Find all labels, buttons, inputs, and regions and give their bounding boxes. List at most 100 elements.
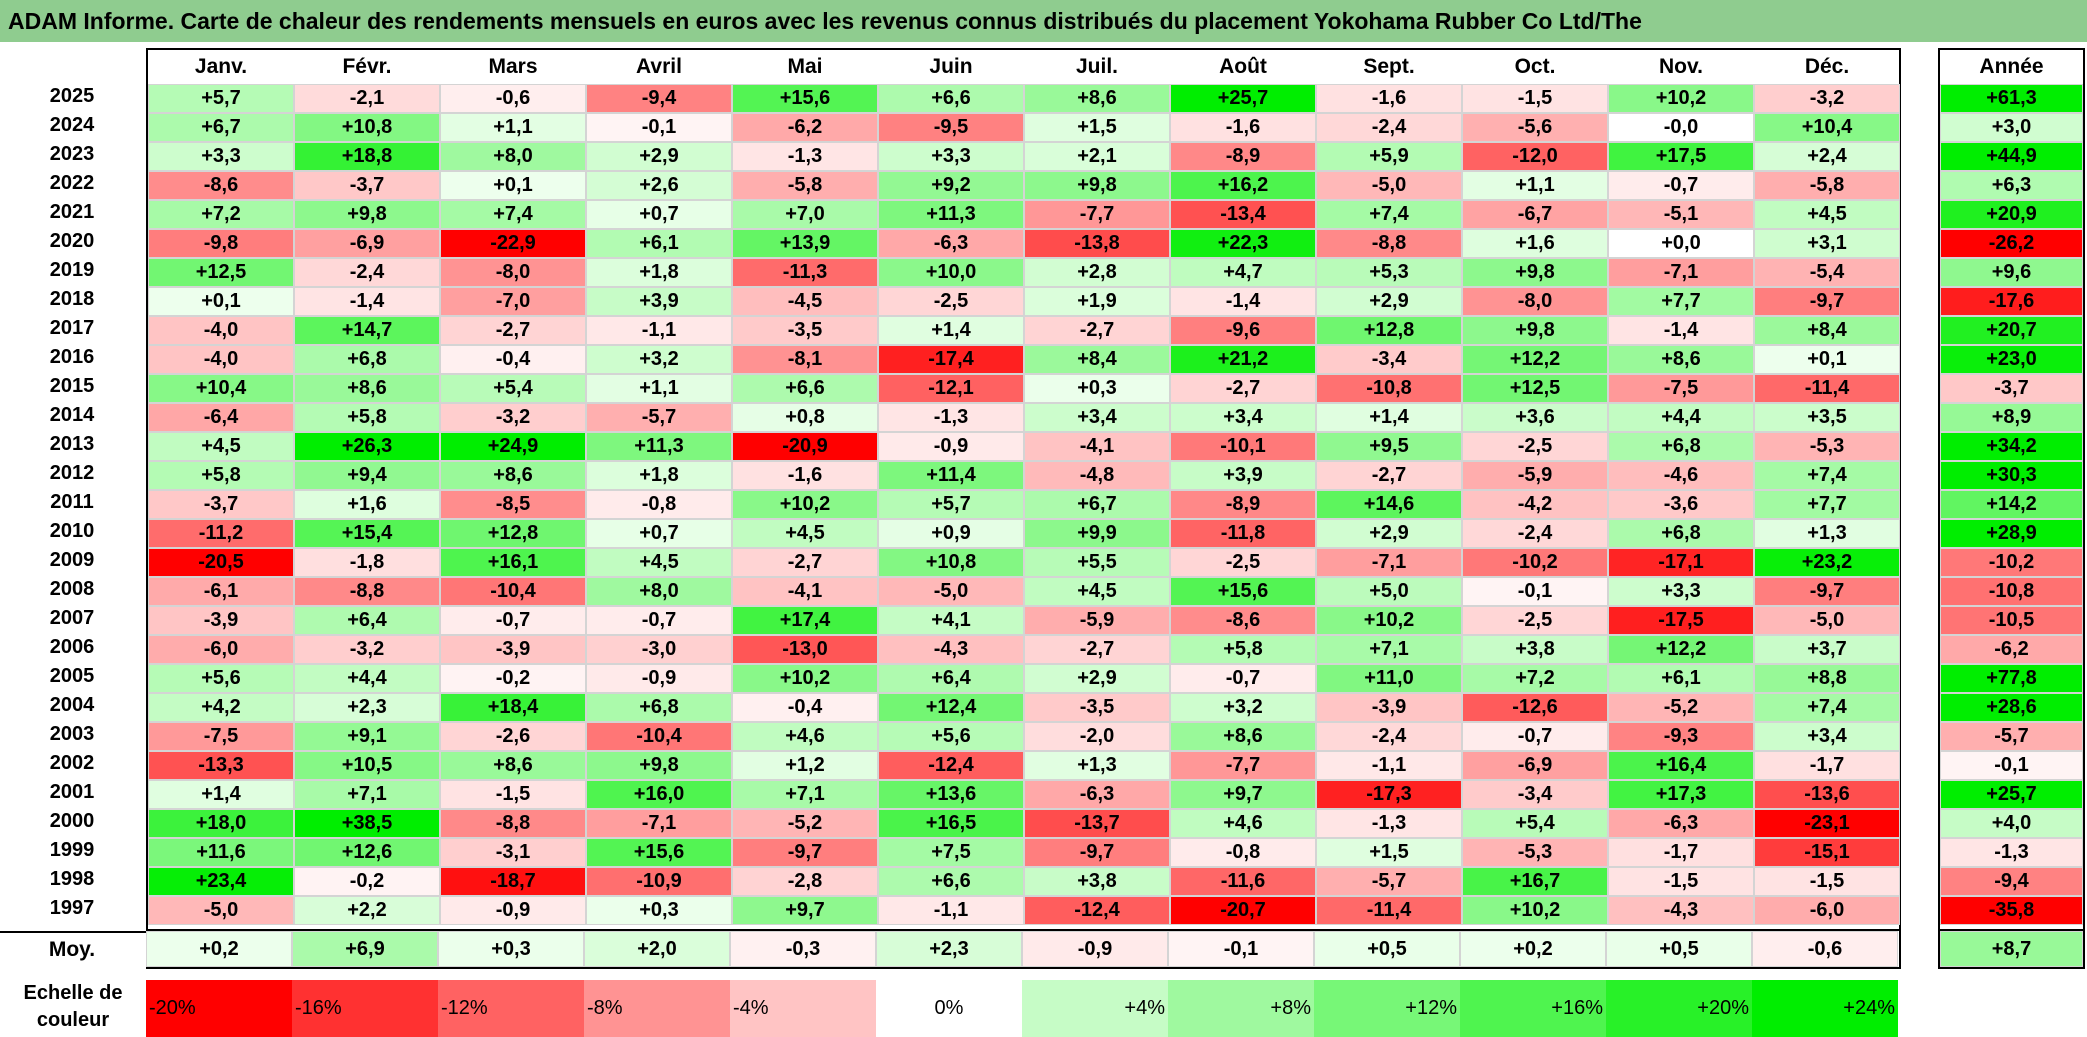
heatmap-cell: +0,7 xyxy=(586,200,732,229)
heatmap-cell: -5,9 xyxy=(1462,461,1608,490)
heatmap-cell: -0,7 xyxy=(1608,171,1754,200)
annual-cell: -1,3 xyxy=(1940,838,2083,867)
heatmap-cell: -7,1 xyxy=(586,809,732,838)
heatmap-cell: -5,6 xyxy=(1462,113,1608,142)
month-header: Août xyxy=(1219,55,1267,78)
annual-cell: -5,7 xyxy=(1940,722,2083,751)
heatmap-cell: +5,5 xyxy=(1024,548,1170,577)
heatmap-cell: -5,3 xyxy=(1462,838,1608,867)
heatmap-cell: +6,8 xyxy=(1608,432,1754,461)
heatmap-cell: -8,8 xyxy=(1316,229,1462,258)
heatmap-cell: +15,6 xyxy=(1170,577,1316,606)
heatmap-cell: +12,8 xyxy=(1316,316,1462,345)
heatmap-cell: -8,5 xyxy=(440,490,586,519)
legend-swatch: +4% xyxy=(1022,980,1168,1037)
annual-cell: +44,9 xyxy=(1940,142,2083,171)
heatmap-cell: -18,7 xyxy=(440,867,586,896)
average-cell: +0,3 xyxy=(438,931,584,967)
heatmap-cell: -1,7 xyxy=(1754,751,1900,780)
heatmap-cell: +10,2 xyxy=(1316,606,1462,635)
heatmap-cell: +5,8 xyxy=(294,403,440,432)
heatmap-cell: -5,1 xyxy=(1608,200,1754,229)
heatmap-cell: -1,5 xyxy=(440,780,586,809)
heatmap-cell: -2,4 xyxy=(1316,722,1462,751)
heatmap-cell: +1,1 xyxy=(586,374,732,403)
year-label: 2023 xyxy=(49,143,95,165)
heatmap-cell: +1,4 xyxy=(878,316,1024,345)
heatmap-cell: +1,1 xyxy=(1462,171,1608,200)
heatmap-cell: +6,8 xyxy=(1608,519,1754,548)
heatmap-cell: -5,3 xyxy=(1754,432,1900,461)
heatmap-cell: +4,5 xyxy=(148,432,294,461)
heatmap-cell: -8,8 xyxy=(440,809,586,838)
average-cell: +6,9 xyxy=(292,931,438,967)
heatmap-cell: -15,1 xyxy=(1754,838,1900,867)
heatmap-cell: -4,6 xyxy=(1608,461,1754,490)
average-cell: +0,5 xyxy=(1606,931,1752,967)
heatmap-cell: +11,6 xyxy=(148,838,294,867)
heatmap-cell: +0,1 xyxy=(148,287,294,316)
annual-cell: -10,8 xyxy=(1940,577,2083,606)
heatmap-cell: -0,8 xyxy=(1170,838,1316,867)
annual-cell: +9,6 xyxy=(1940,258,2083,287)
heatmap-cell: +0,3 xyxy=(1024,374,1170,403)
heatmap-cell: +14,7 xyxy=(294,316,440,345)
heatmap-cell: +5,9 xyxy=(1316,142,1462,171)
heatmap-cell: +10,4 xyxy=(148,374,294,403)
heatmap-cell: -6,4 xyxy=(148,403,294,432)
heatmap-cell: +4,5 xyxy=(1754,200,1900,229)
heatmap-cell: +7,1 xyxy=(1316,635,1462,664)
heatmap-cell: +4,1 xyxy=(878,606,1024,635)
legend-swatch: +8% xyxy=(1168,980,1314,1037)
annual-cell: -35,8 xyxy=(1940,896,2083,925)
heatmap-cell: +6,8 xyxy=(586,693,732,722)
heatmap-cell: -13,8 xyxy=(1024,229,1170,258)
annual-cell: +23,0 xyxy=(1940,345,2083,374)
heatmap-cell: -0,8 xyxy=(586,490,732,519)
heatmap-cell: -4,0 xyxy=(148,316,294,345)
heatmap-cell: +1,5 xyxy=(1024,113,1170,142)
heatmap-cell: -8,6 xyxy=(148,171,294,200)
heatmap-cell: -9,6 xyxy=(1170,316,1316,345)
heatmap-cell: +11,3 xyxy=(878,200,1024,229)
year-label: 2025 xyxy=(49,85,95,107)
heatmap-cell: -11,4 xyxy=(1316,896,1462,925)
heatmap-cell: +7,4 xyxy=(1754,693,1900,722)
heatmap-cell: +8,4 xyxy=(1024,345,1170,374)
heatmap-cell: -12,6 xyxy=(1462,693,1608,722)
annual-cell: +61,3 xyxy=(1940,84,2083,113)
heatmap-cell: -0,4 xyxy=(732,693,878,722)
heatmap-cell: -5,7 xyxy=(1316,867,1462,896)
heatmap-cell: +4,4 xyxy=(1608,403,1754,432)
heatmap-cell: +3,8 xyxy=(1024,867,1170,896)
heatmap-cell: -8,8 xyxy=(294,577,440,606)
annual-cell: -10,5 xyxy=(1940,606,2083,635)
heatmap-cell: -13,3 xyxy=(148,751,294,780)
heatmap-cell: +4,4 xyxy=(294,664,440,693)
heatmap-cell: +11,4 xyxy=(878,461,1024,490)
year-label: 2022 xyxy=(49,172,95,194)
heatmap-cell: -4,5 xyxy=(732,287,878,316)
annual-cell: +3,0 xyxy=(1940,113,2083,142)
legend-swatch: -8% xyxy=(584,980,730,1037)
heatmap-cell: -0,1 xyxy=(1462,577,1608,606)
heatmap-cell: -2,6 xyxy=(440,722,586,751)
heatmap-cell: +10,0 xyxy=(878,258,1024,287)
annual-cell: +28,6 xyxy=(1940,693,2083,722)
heatmap-cell: -12,4 xyxy=(1024,896,1170,925)
heatmap-cell: +6,4 xyxy=(294,606,440,635)
heatmap-cell: -6,0 xyxy=(148,635,294,664)
heatmap-cell: +22,3 xyxy=(1170,229,1316,258)
heatmap-cell: +3,6 xyxy=(1462,403,1608,432)
heatmap-cell: -11,4 xyxy=(1754,374,1900,403)
heatmap-cell: -1,4 xyxy=(1170,287,1316,316)
year-label: 2007 xyxy=(49,607,95,629)
legend-swatch: -4% xyxy=(730,980,876,1037)
heatmap-cell: -1,3 xyxy=(732,142,878,171)
heatmap-cell: +4,6 xyxy=(732,722,878,751)
heatmap-cell: -1,1 xyxy=(1316,751,1462,780)
heatmap-cell: -3,2 xyxy=(440,403,586,432)
heatmap-cell: +3,3 xyxy=(878,142,1024,171)
annual-cell: -26,2 xyxy=(1940,229,2083,258)
heatmap-cell: -4,0 xyxy=(148,345,294,374)
